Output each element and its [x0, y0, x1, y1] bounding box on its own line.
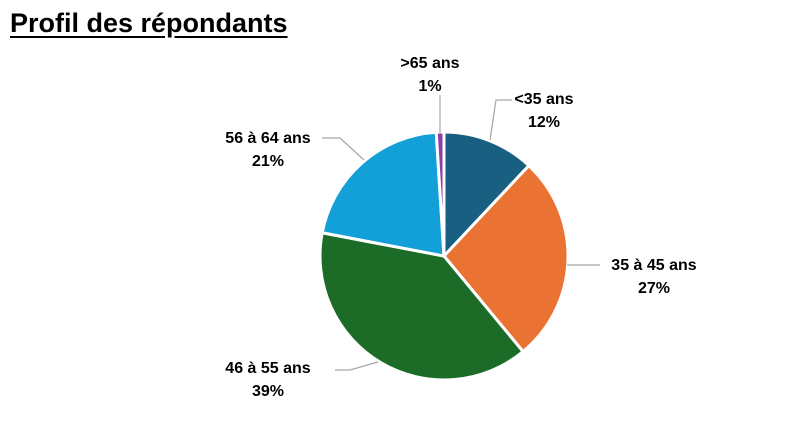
pie-slice: [442, 130, 531, 258]
slice-value-label: 21%: [252, 153, 284, 170]
slice-value-label: 39%: [252, 383, 284, 400]
pie-slice: [318, 231, 525, 382]
leader-line: [489, 99, 512, 141]
pie-slice: [320, 130, 446, 258]
pie-slice: [442, 164, 570, 354]
slice-value-label: 12%: [528, 114, 560, 131]
slice-value-label: 27%: [638, 280, 670, 297]
slice-category-label: 46 à 55 ans: [225, 360, 311, 377]
slice-category-label: <35 ans: [514, 91, 573, 108]
leader-line: [335, 361, 379, 371]
slice-category-label: >65 ans: [400, 55, 459, 72]
slice-category-label: 35 à 45 ans: [611, 257, 697, 274]
leader-line: [322, 137, 365, 161]
slice-category-label: 56 à 64 ans: [225, 130, 311, 147]
slice-value-label: 1%: [418, 78, 441, 95]
chart-title: Profil des répondants: [10, 8, 288, 38]
